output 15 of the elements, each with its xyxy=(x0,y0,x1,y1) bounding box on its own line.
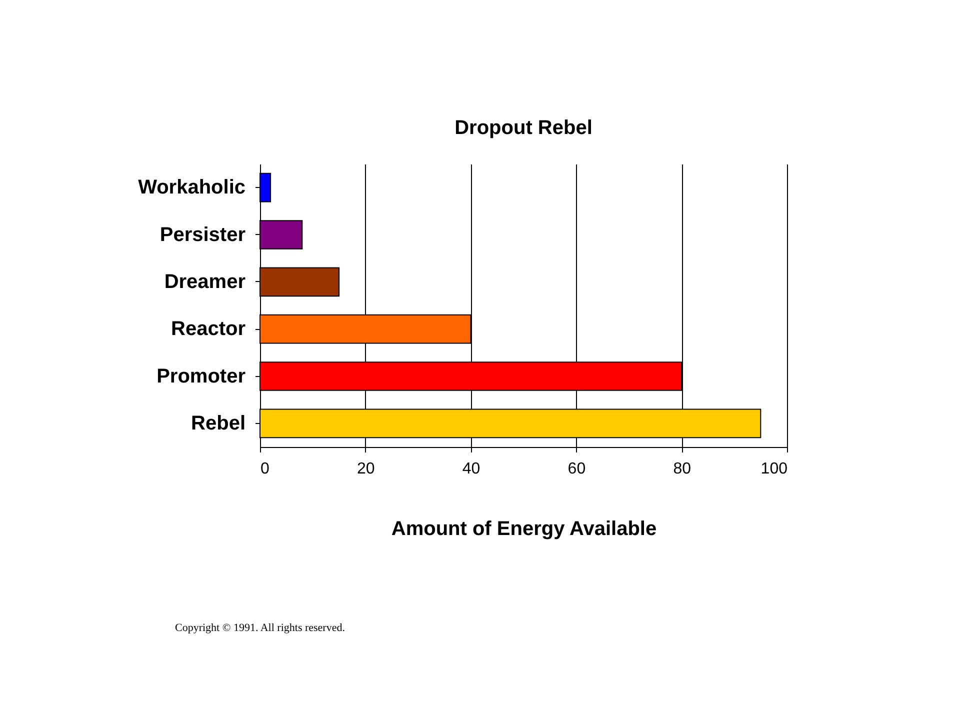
x-tick-label: 20 xyxy=(357,460,375,478)
text: Copyright © 1991. All rights reserved. xyxy=(175,622,345,634)
y-tick-label: Workaholic xyxy=(138,176,246,199)
x-tick-label: 60 xyxy=(568,460,586,478)
y-tick-label: Promoter xyxy=(156,365,246,388)
y-tick-label: Persister xyxy=(160,224,246,246)
y-tick-label: Rebel xyxy=(191,412,246,434)
chart-title: Dropout Rebel xyxy=(454,117,592,139)
x-tick-label: 100 xyxy=(760,460,788,478)
x-tick-label: 80 xyxy=(673,460,692,478)
y-tick-label: Reactor xyxy=(171,318,246,340)
y-tick-label: Dreamer xyxy=(164,270,246,293)
x-tick-label: 0 xyxy=(260,460,270,478)
x-tick-label: 40 xyxy=(462,460,480,478)
x-axis-title: Amount of Energy Available xyxy=(390,518,658,541)
